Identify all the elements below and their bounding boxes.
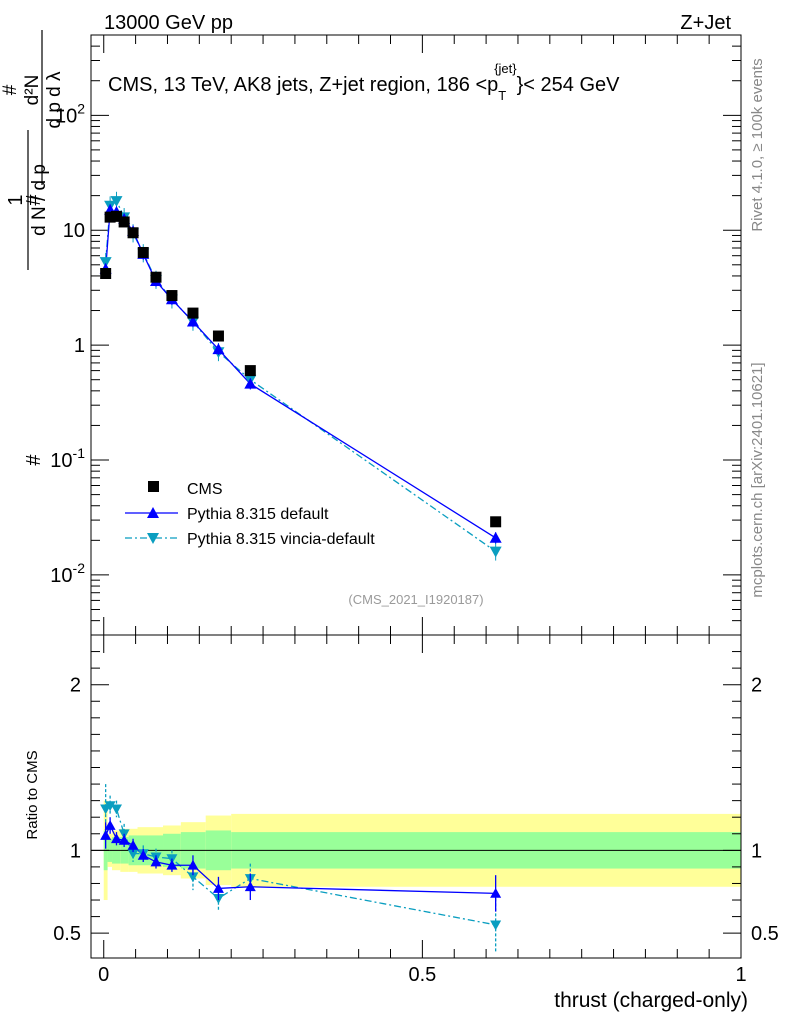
pythia-point: [212, 343, 225, 355]
main-axis-ticks: 10-2 10-1 1 10 102: [50, 34, 742, 636]
svg-text:d p d λ: d p d λ: [44, 71, 65, 129]
ratio-pythia-point: [127, 839, 139, 850]
vincia-point: [99, 257, 112, 268]
ratio-pythia-point: [212, 882, 224, 893]
cms-point: [166, 290, 178, 302]
main-y-axis-title-2: #: [23, 454, 45, 466]
main-y-tick-label: 10: [63, 220, 85, 242]
ratio-vincia-point: [110, 804, 122, 815]
cms-point: [110, 210, 122, 222]
ratio-pythia-point: [244, 881, 256, 892]
main-series-layer: [99, 191, 502, 561]
ratio-pythia-point: [137, 849, 149, 860]
ratio-pythia-point: [104, 819, 116, 830]
legend-cms-label: CMS: [187, 481, 223, 498]
ratio-x-tick-label: 0.5: [408, 964, 436, 986]
ratio-y-tick-label-right: 2: [751, 675, 762, 697]
main-y-tick-label: 10-1: [50, 445, 85, 472]
vincia-line: [105, 199, 497, 552]
pythia-point: [186, 315, 199, 327]
ratio-vincia-point: [187, 872, 199, 883]
cms-point: [150, 271, 162, 283]
cms-point: [118, 216, 130, 228]
cms-point: [104, 211, 116, 223]
analysis-watermark: (CMS_2021_I1920187): [348, 592, 483, 607]
svg-text:#: #: [0, 84, 21, 95]
ratio-pythia-point: [166, 859, 178, 870]
ratio-pythia-point: [118, 834, 130, 845]
svg-text:1: 1: [5, 194, 27, 205]
ratio-pythia-point: [150, 856, 162, 867]
svg-text:d N / d p: d N / d p: [29, 164, 50, 236]
cms-point: [137, 246, 149, 258]
svg-text:#: #: [23, 454, 45, 466]
ratio-x-tick-label: 0: [98, 964, 109, 986]
cms-point: [187, 307, 199, 319]
legend-cms-marker: [148, 481, 159, 492]
vincia-point: [489, 546, 502, 558]
svg-text:d²N: d²N: [22, 75, 43, 106]
ratio-y-tick-label-right: 0.5: [751, 923, 779, 945]
header-right-label: Z+Jet: [680, 12, 731, 34]
ratio-y-axis-title: Ratio to CMS: [24, 750, 41, 839]
ratio-y-tick-label: 0.5: [53, 923, 81, 945]
main-title: CMS, 13 TeV, AK8 jets, Z+jet region, 186…: [108, 61, 620, 103]
ratio-y-tick-label-right: 1: [751, 840, 762, 862]
vincia-point: [110, 196, 123, 207]
ratio-pythia-point: [110, 833, 122, 844]
main-y-tick-label: 10-2: [50, 560, 85, 587]
legend-vincia-marker: [147, 533, 159, 544]
ratio-y-tick-label: 1: [70, 840, 81, 862]
rivet-version-label: Rivet 4.1.0, ≥ 100k events: [749, 58, 766, 231]
ratio-pythia-point: [100, 829, 112, 840]
main-y-axis-title: # 1 d N / d p: [5, 130, 50, 270]
ratio-vincia-point: [104, 801, 116, 812]
legend-pythia-label: Pythia 8.315 default: [187, 506, 329, 523]
ratio-pythia-point: [187, 859, 199, 870]
main-y-tick-label: 1: [74, 335, 85, 357]
header-left-label: 13000 GeV pp: [104, 12, 233, 34]
ratio-y-tick-label: 2: [70, 675, 81, 697]
ratio-vincia-point: [490, 920, 502, 931]
cms-point: [127, 227, 139, 239]
x-axis-title: thrust (charged-only): [554, 989, 748, 1012]
cms-point: [100, 268, 112, 280]
cms-point: [244, 365, 256, 377]
legend-vincia-label: Pythia 8.315 vincia-default: [187, 531, 375, 548]
pythia-line: [105, 209, 497, 539]
pythia-point: [244, 377, 257, 389]
main-y-axis-title-3: d²N d p d λ #: [0, 30, 65, 185]
ratio-plot-frame: [90, 634, 742, 959]
legend: CMS Pythia 8.315 default Pythia 8.315 vi…: [125, 481, 375, 548]
main-y-tick-label: 102: [55, 100, 85, 127]
mcplots-reference-label: mcplots.cern.ch [arXiv:2401.10621]: [749, 362, 766, 597]
cms-point: [212, 330, 224, 342]
cms-point: [490, 516, 502, 528]
ratio-series-layer: [100, 784, 502, 952]
ratio-axis-ticks: 0.5 0.51 12 20 0.5 1: [53, 635, 779, 986]
pythia-point: [489, 531, 502, 543]
ratio-pythia-point: [490, 887, 502, 898]
ratio-x-tick-label: 1: [735, 964, 746, 986]
ratio-vincia-point: [127, 849, 139, 860]
legend-pythia-marker: [147, 507, 159, 518]
